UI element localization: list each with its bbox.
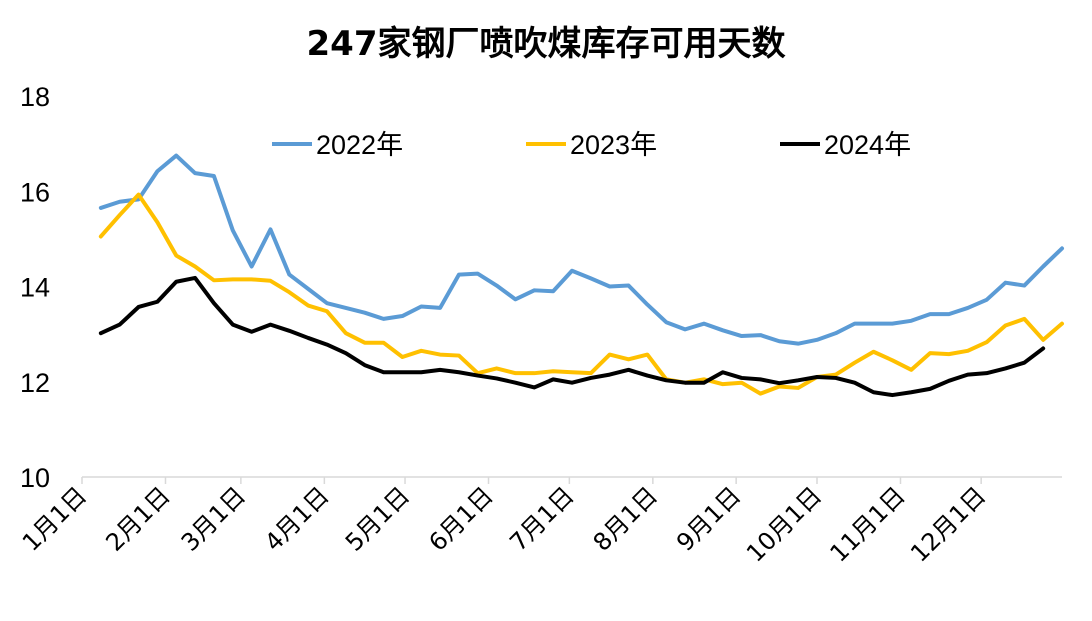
chart-title: 247家钢厂喷吹煤库存可用天数 <box>307 24 786 64</box>
legend-label: 2023年 <box>570 130 657 160</box>
x-tick-label: 12月1日 <box>905 481 991 567</box>
x-tick-label: 7月1日 <box>504 481 579 556</box>
series-line-2023年 <box>98 192 1064 396</box>
x-tick-label: 3月1日 <box>176 481 251 556</box>
series-line-2022年 <box>98 153 1064 346</box>
legend-label: 2022年 <box>316 130 403 160</box>
x-tick-label: 11月1日 <box>825 481 911 567</box>
legend: 2022年 2023年 2024年 <box>272 130 911 160</box>
y-tick-label: 16 <box>20 177 50 207</box>
x-tick-label: 4月1日 <box>259 481 334 556</box>
y-tick-label: 12 <box>20 368 50 398</box>
y-axis: 10 12 14 16 18 <box>20 82 50 493</box>
y-tick-label: 18 <box>20 82 50 112</box>
series-layer <box>98 153 1064 398</box>
x-tick-label: 6月1日 <box>423 481 498 556</box>
x-tick-label: 8月1日 <box>588 481 663 556</box>
series-line-2024年 <box>98 275 1046 398</box>
x-axis: 1月1日 2月1日 3月1日 4月1日 5月1日 6月1日 7月1日 8月1日 9月1日10月1… <box>17 476 1062 568</box>
y-tick-label: 14 <box>20 273 50 303</box>
x-tick-label: 2月1日 <box>100 481 175 556</box>
y-tick-label: 10 <box>20 463 50 493</box>
legend-label: 2024年 <box>824 130 911 160</box>
x-tick-label: 10月1日 <box>741 481 827 567</box>
x-tick-label: 5月1日 <box>340 481 415 556</box>
x-tick-label: 9月1日 <box>671 481 746 556</box>
